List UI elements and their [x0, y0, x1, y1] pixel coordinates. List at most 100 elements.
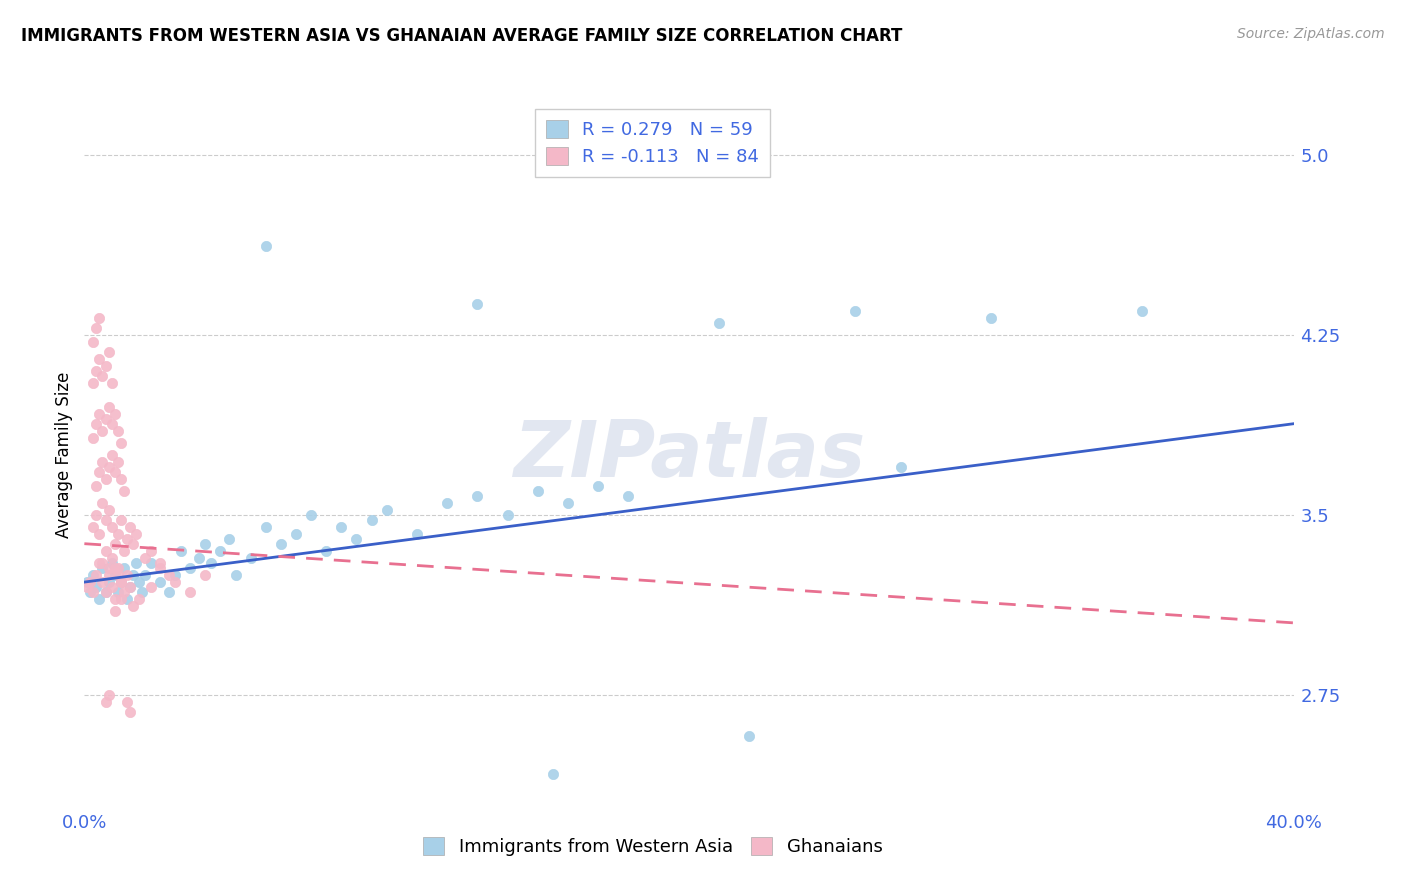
Point	[97, 400, 120, 414]
Point	[100, 580, 122, 594]
Point	[97, 688, 120, 702]
Point	[165, 567, 187, 582]
Point	[110, 513, 132, 527]
Point	[104, 591, 127, 606]
Point	[110, 575, 132, 590]
Point	[100, 376, 122, 390]
Point	[89, 527, 111, 541]
Point	[107, 527, 129, 541]
Point	[121, 599, 143, 613]
Point	[100, 417, 122, 431]
Point	[179, 560, 201, 574]
Point	[218, 532, 240, 546]
Point	[134, 551, 156, 566]
Point	[97, 503, 120, 517]
Point	[254, 520, 277, 534]
Point	[76, 580, 98, 594]
Point	[107, 584, 129, 599]
Point	[315, 544, 337, 558]
Point	[128, 591, 150, 606]
Point	[115, 695, 138, 709]
Text: ZIPatlas: ZIPatlas	[513, 417, 865, 493]
Point	[496, 508, 519, 522]
Point	[709, 316, 731, 330]
Point	[299, 508, 322, 522]
Point	[107, 424, 129, 438]
Point	[107, 560, 129, 574]
Point	[194, 567, 217, 582]
Point	[100, 551, 122, 566]
Point	[118, 580, 141, 594]
Point	[527, 483, 550, 498]
Text: Source: ZipAtlas.com: Source: ZipAtlas.com	[1237, 27, 1385, 41]
Point	[100, 520, 122, 534]
Point	[104, 567, 127, 582]
Point	[100, 448, 122, 462]
Point	[375, 503, 398, 517]
Point	[131, 584, 153, 599]
Point	[225, 567, 247, 582]
Point	[541, 767, 564, 781]
Point	[179, 584, 201, 599]
Point	[588, 479, 610, 493]
Point	[165, 575, 187, 590]
Point	[467, 297, 489, 311]
Point	[76, 575, 98, 590]
Point	[79, 575, 101, 590]
Point	[890, 459, 912, 474]
Point	[91, 424, 114, 438]
Point	[89, 465, 111, 479]
Point	[330, 520, 353, 534]
Point	[86, 567, 108, 582]
Point	[118, 705, 141, 719]
Point	[104, 465, 127, 479]
Point	[157, 567, 180, 582]
Point	[1130, 304, 1153, 318]
Point	[285, 527, 308, 541]
Point	[91, 368, 114, 383]
Point	[112, 560, 135, 574]
Point	[91, 556, 114, 570]
Point	[844, 304, 866, 318]
Point	[270, 537, 292, 551]
Point	[104, 604, 127, 618]
Point	[104, 560, 127, 574]
Point	[346, 532, 368, 546]
Point	[115, 567, 138, 582]
Point	[82, 520, 104, 534]
Point	[112, 544, 135, 558]
Point	[112, 584, 135, 599]
Point	[194, 537, 217, 551]
Point	[128, 575, 150, 590]
Point	[94, 472, 117, 486]
Point	[86, 508, 108, 522]
Point	[89, 351, 111, 366]
Point	[980, 311, 1002, 326]
Point	[139, 580, 162, 594]
Point	[110, 591, 132, 606]
Point	[82, 376, 104, 390]
Point	[107, 567, 129, 582]
Point	[89, 591, 111, 606]
Point	[200, 556, 222, 570]
Point	[94, 359, 117, 373]
Point	[118, 580, 141, 594]
Point	[110, 436, 132, 450]
Point	[86, 580, 108, 594]
Point	[118, 520, 141, 534]
Point	[115, 532, 138, 546]
Point	[97, 575, 120, 590]
Point	[89, 407, 111, 421]
Point	[86, 320, 108, 334]
Point	[110, 575, 132, 590]
Point	[94, 584, 117, 599]
Point	[97, 459, 120, 474]
Point	[100, 556, 122, 570]
Point	[82, 567, 104, 582]
Point	[134, 567, 156, 582]
Point	[82, 431, 104, 445]
Y-axis label: Average Family Size: Average Family Size	[55, 372, 73, 538]
Point	[86, 364, 108, 378]
Point	[121, 567, 143, 582]
Point	[170, 544, 193, 558]
